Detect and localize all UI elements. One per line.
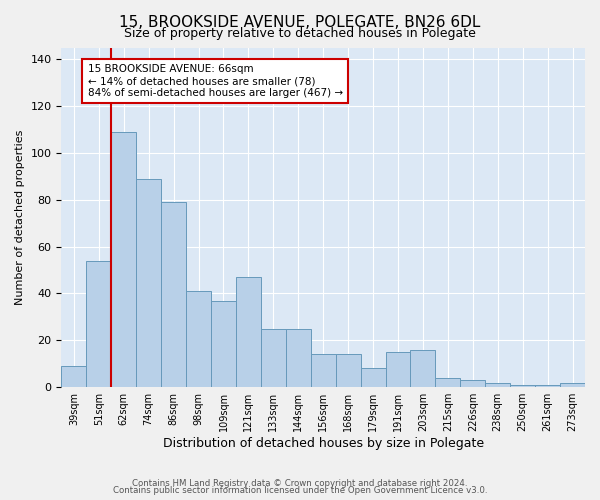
- Bar: [86, 260, 111, 387]
- Bar: [460, 380, 485, 387]
- Bar: [410, 350, 436, 387]
- Bar: [485, 382, 510, 387]
- Text: Contains public sector information licensed under the Open Government Licence v3: Contains public sector information licen…: [113, 486, 487, 495]
- Bar: [136, 178, 161, 387]
- Y-axis label: Number of detached properties: Number of detached properties: [15, 130, 25, 305]
- Text: Contains HM Land Registry data © Crown copyright and database right 2024.: Contains HM Land Registry data © Crown c…: [132, 478, 468, 488]
- Bar: [236, 277, 261, 387]
- X-axis label: Distribution of detached houses by size in Polegate: Distribution of detached houses by size …: [163, 437, 484, 450]
- Bar: [111, 132, 136, 387]
- Bar: [161, 202, 186, 387]
- Bar: [311, 354, 335, 387]
- Bar: [335, 354, 361, 387]
- Text: 15 BROOKSIDE AVENUE: 66sqm
← 14% of detached houses are smaller (78)
84% of semi: 15 BROOKSIDE AVENUE: 66sqm ← 14% of deta…: [88, 64, 343, 98]
- Bar: [386, 352, 410, 387]
- Bar: [436, 378, 460, 387]
- Bar: [211, 300, 236, 387]
- Bar: [261, 328, 286, 387]
- Bar: [560, 382, 585, 387]
- Bar: [510, 385, 535, 387]
- Bar: [186, 291, 211, 387]
- Text: Size of property relative to detached houses in Polegate: Size of property relative to detached ho…: [124, 28, 476, 40]
- Text: 15, BROOKSIDE AVENUE, POLEGATE, BN26 6DL: 15, BROOKSIDE AVENUE, POLEGATE, BN26 6DL: [119, 15, 481, 30]
- Bar: [286, 328, 311, 387]
- Bar: [361, 368, 386, 387]
- Bar: [61, 366, 86, 387]
- Bar: [535, 385, 560, 387]
